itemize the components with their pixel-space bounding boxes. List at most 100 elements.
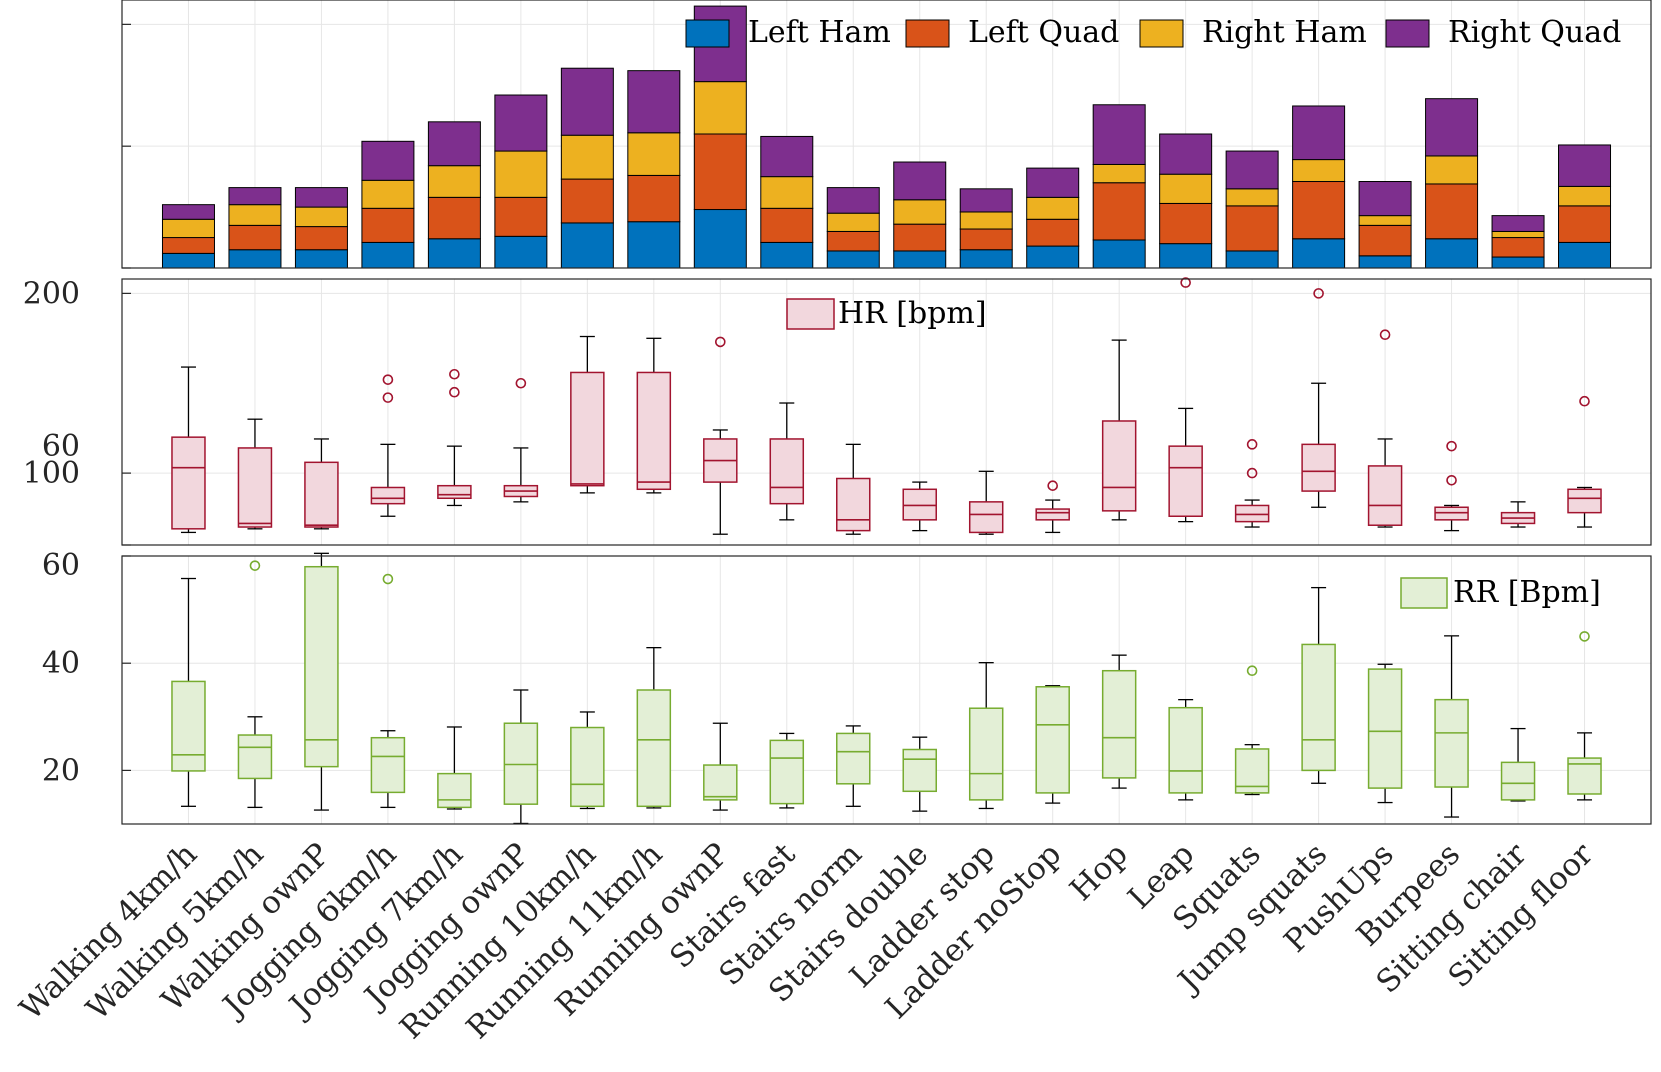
legend-label: RR [Bpm]: [1453, 575, 1601, 610]
bar-segment: [627, 221, 681, 269]
box-iqr: [370, 486, 406, 505]
y-tick-label: 20: [42, 753, 80, 788]
bar-segment: [427, 196, 481, 240]
bar-segment: [760, 176, 814, 209]
box-iqr: [1234, 504, 1270, 523]
box-iqr: [1301, 443, 1336, 492]
bar-segment: [1225, 250, 1279, 269]
bar-segment: [1292, 238, 1346, 269]
bar-segment: [1026, 196, 1080, 220]
box-iqr: [902, 748, 937, 793]
bar-segment: [228, 249, 282, 269]
outlier-point: [382, 573, 394, 585]
box-iqr: [1301, 643, 1336, 772]
bar-segment: [161, 204, 215, 220]
box-iqr: [570, 371, 605, 487]
bar-segment: [1159, 133, 1213, 175]
outlier-point: [382, 392, 394, 403]
box-8: [703, 722, 738, 811]
outlier-point: [1446, 440, 1457, 452]
legend-swatch: [1139, 19, 1184, 48]
box-14: [1101, 339, 1137, 521]
bar-segment: [959, 228, 1013, 251]
bar-segment: [693, 133, 747, 211]
bar-segment: [294, 206, 348, 228]
bar-segment: [693, 81, 747, 135]
box-19: [1434, 440, 1469, 532]
bar-segment: [560, 222, 614, 269]
bar-segment: [1425, 183, 1479, 240]
box-11: [902, 481, 937, 532]
bar-segment: [427, 165, 481, 198]
box-21: [1567, 395, 1602, 528]
box-iqr: [1101, 420, 1137, 512]
bar-segment: [1558, 144, 1612, 187]
box-16: [1234, 439, 1270, 528]
box-7: [636, 337, 672, 494]
box-0: [171, 577, 206, 807]
box-axes-frame: [121, 555, 1652, 825]
box-iqr: [1168, 706, 1203, 794]
bar-segment: [1159, 202, 1213, 245]
box-3: [370, 374, 406, 517]
box-iqr: [1500, 761, 1536, 801]
box-13: [1035, 685, 1070, 804]
box-20: [1500, 501, 1536, 528]
box-6: [570, 711, 605, 810]
bar-segment: [826, 187, 880, 214]
bar-segment: [959, 211, 1013, 230]
legend-label: HR [bpm]: [838, 296, 987, 331]
box-9: [769, 732, 805, 809]
bar-segment: [893, 161, 947, 201]
bar-segment: [228, 204, 282, 226]
legend-label: Left Quad: [968, 15, 1119, 50]
bar-axes-frame: [121, 0, 1652, 269]
box-axes-frame: [121, 278, 1652, 546]
box-iqr: [968, 707, 1004, 801]
box-19: [1434, 635, 1469, 818]
outlier-point: [1180, 277, 1191, 288]
bar-segment: [1292, 105, 1346, 161]
bar-segment: [760, 207, 814, 243]
bar-segment: [1358, 215, 1412, 226]
stacked-bar-panel: Left Ham Left Quad Right Ham Right Quad: [121, 0, 1652, 269]
box-8: [703, 336, 738, 535]
bar-segment: [161, 218, 215, 239]
legend-swatch: [685, 19, 730, 48]
box-iqr: [503, 722, 539, 805]
rr-boxplot-panel: 20 40 60 RR [Bpm]: [42, 429, 1652, 825]
y-tick-label: 60: [42, 429, 80, 464]
box-iqr: [370, 736, 406, 794]
box-iqr: [1101, 669, 1137, 779]
bar-segment: [1425, 155, 1479, 185]
box-5: [503, 689, 539, 825]
box-18: [1367, 663, 1403, 804]
bar-segment: [760, 135, 814, 178]
bar-segment: [1092, 104, 1146, 165]
y-tick-label: 60: [42, 548, 80, 583]
box-iqr: [1434, 698, 1469, 788]
bar-segment: [1026, 167, 1080, 198]
legend-swatch: [1385, 19, 1430, 48]
bar-segment: [1026, 245, 1080, 269]
bar-segment: [1358, 255, 1412, 269]
bar-segment: [228, 224, 282, 251]
bar-segment: [826, 230, 880, 252]
box-iqr: [437, 772, 472, 809]
bar-segment: [893, 223, 947, 252]
outlier-point: [449, 368, 460, 380]
box-10: [836, 725, 871, 807]
box-iqr: [1035, 508, 1070, 521]
bar-segment: [693, 209, 747, 269]
box-iqr: [902, 488, 937, 521]
y-tick-label: 200: [23, 276, 80, 311]
box-iqr: [1567, 488, 1602, 514]
outlier-point: [1379, 329, 1391, 341]
y-tick-label: 100: [23, 456, 80, 491]
bar-segment: [560, 134, 614, 180]
box-iqr: [237, 447, 273, 528]
bar-segment: [494, 94, 548, 152]
bar-segment: [1425, 238, 1479, 269]
outlier-point: [382, 374, 394, 385]
bar-segment: [627, 132, 681, 176]
